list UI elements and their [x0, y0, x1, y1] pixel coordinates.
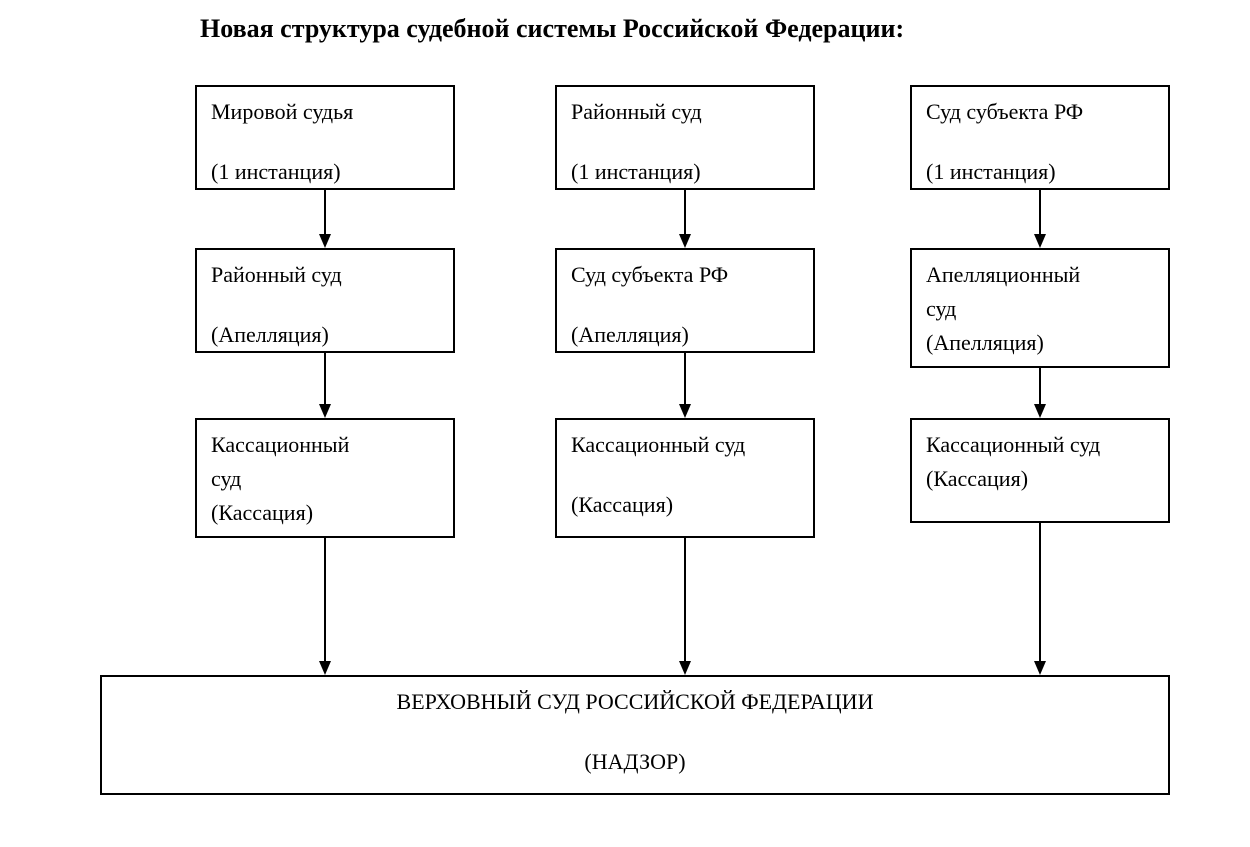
node-a3-line3: (Кассация): [211, 498, 439, 528]
node-supreme-line1: ВЕРХОВНЫЙ СУД РОССИЙСКОЙ ФЕДЕРАЦИИ: [116, 687, 1154, 717]
node-a2-line3: (Апелляция): [211, 320, 439, 350]
node-c2-line1: Апелляционный: [926, 260, 1154, 290]
node-c3-line2: (Кассация): [926, 464, 1154, 494]
node-b2-line1: Суд субъекта РФ: [571, 260, 799, 290]
node-c3: Кассационный суд (Кассация): [910, 418, 1170, 523]
node-b3: Кассационный суд (Кассация): [555, 418, 815, 538]
node-b2: Суд субъекта РФ (Апелляция): [555, 248, 815, 353]
node-b3-line3: (Кассация): [571, 490, 799, 520]
node-a1-line1: Мировой судья: [211, 97, 439, 127]
node-c3-line1: Кассационный суд: [926, 430, 1154, 460]
node-a1-line3: (1 инстанция): [211, 157, 439, 187]
node-c2-line2: суд: [926, 294, 1154, 324]
node-b3-line1: Кассационный суд: [571, 430, 799, 460]
node-a2: Районный суд (Апелляция): [195, 248, 455, 353]
node-a3-line1: Кассационный: [211, 430, 439, 460]
diagram-title: Новая структура судебной системы Российс…: [200, 14, 904, 44]
node-c1: Суд субъекта РФ (1 инстанция): [910, 85, 1170, 190]
node-a2-line1: Районный суд: [211, 260, 439, 290]
node-a3-line2: суд: [211, 464, 439, 494]
node-c1-line3: (1 инстанция): [926, 157, 1154, 187]
diagram-canvas: Новая структура судебной системы Российс…: [0, 0, 1250, 847]
node-b1-line3: (1 инстанция): [571, 157, 799, 187]
node-b1-line1: Районный суд: [571, 97, 799, 127]
node-c1-line1: Суд субъекта РФ: [926, 97, 1154, 127]
node-a3: Кассационный суд (Кассация): [195, 418, 455, 538]
node-b2-line3: (Апелляция): [571, 320, 799, 350]
node-c2: Апелляционный суд (Апелляция): [910, 248, 1170, 368]
node-supreme-line3: (НАДЗОР): [116, 747, 1154, 777]
node-a1: Мировой судья (1 инстанция): [195, 85, 455, 190]
node-b1: Районный суд (1 инстанция): [555, 85, 815, 190]
node-supreme: ВЕРХОВНЫЙ СУД РОССИЙСКОЙ ФЕДЕРАЦИИ (НАДЗ…: [100, 675, 1170, 795]
node-c2-line3: (Апелляция): [926, 328, 1154, 358]
